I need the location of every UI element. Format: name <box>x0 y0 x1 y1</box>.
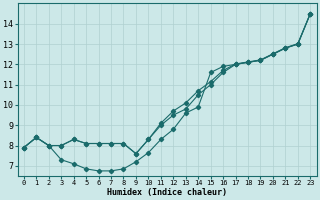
X-axis label: Humidex (Indice chaleur): Humidex (Indice chaleur) <box>107 188 227 197</box>
